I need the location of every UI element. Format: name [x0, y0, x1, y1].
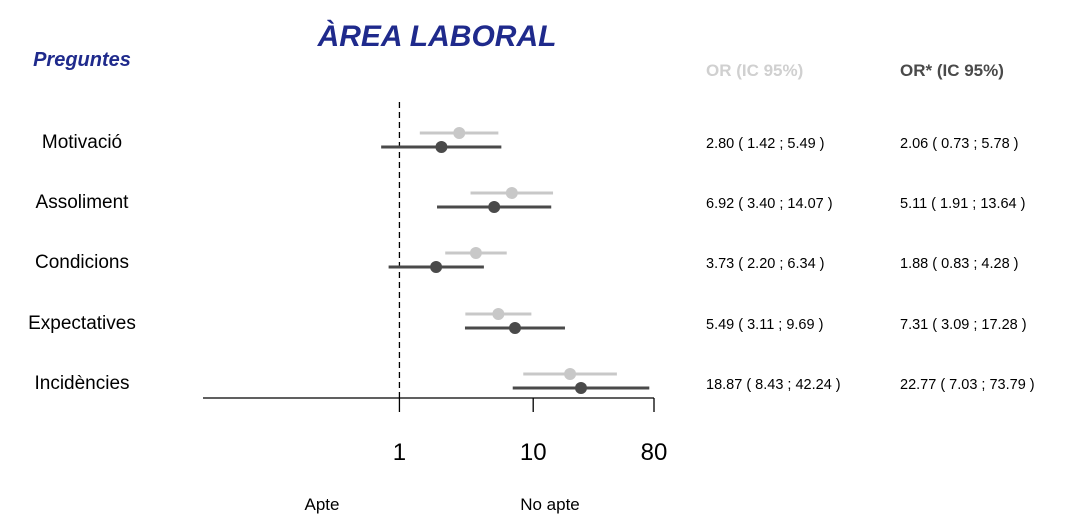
or-adjusted-column-header: OR* (IC 95%): [900, 61, 1004, 80]
estimate-point: [469, 247, 482, 259]
forest-rows: Motivació 2.80 ( 1.42 ; 5.49 ) 2.06 ( 0.73…: [28, 127, 1035, 394]
estimate-label: 22.77 ( 7.03 ; 73.79 ): [900, 377, 1035, 393]
estimate-label: 2.80 ( 1.42 ; 5.49 ): [706, 136, 825, 152]
estimate-point: [508, 322, 521, 334]
estimate-point: [430, 261, 443, 273]
estimate-point: [492, 308, 505, 320]
estimate-label: 3.73 ( 2.20 ; 6.34 ): [706, 256, 825, 272]
estimate-point: [453, 127, 466, 139]
category-label: Expectatives: [28, 313, 136, 334]
estimate-point: [488, 201, 501, 213]
category-label: Assoliment: [36, 192, 130, 213]
questions-header: Preguntes: [33, 49, 131, 71]
x-tick-label: 10: [520, 439, 547, 466]
estimate-label: 7.31 ( 3.09 ; 17.28 ): [900, 317, 1027, 333]
x-tick-label: 80: [641, 439, 668, 466]
estimate-label: 2.06 ( 0.73 ; 5.78 ): [900, 136, 1019, 152]
chart-title: ÀREA LABORAL: [317, 19, 557, 53]
estimate-point: [505, 187, 518, 199]
estimate-label: 18.87 ( 8.43 ; 42.24 ): [706, 377, 841, 393]
estimate-point: [435, 141, 448, 153]
estimate-label: 5.11 ( 1.91 ; 13.64 ): [900, 196, 1025, 212]
estimate-point: [575, 382, 588, 394]
estimate-label: 6.92 ( 3.40 ; 14.07 ): [706, 196, 833, 212]
x-tick-label: 1: [393, 439, 406, 466]
or-column-header: OR (IC 95%): [706, 61, 803, 80]
estimate-label: 5.49 ( 3.11 ; 9.69 ): [706, 317, 823, 333]
x-axis: 1 10 80: [203, 397, 668, 466]
category-label: Incidències: [34, 373, 129, 394]
category-label: Condicions: [35, 252, 129, 273]
no-apte-label: No apte: [520, 495, 580, 514]
estimate-point: [564, 368, 577, 380]
estimate-label: 1.88 ( 0.83 ; 4.28 ): [900, 256, 1019, 272]
apte-label: Apte: [305, 495, 340, 514]
category-label: Motivació: [42, 132, 122, 153]
